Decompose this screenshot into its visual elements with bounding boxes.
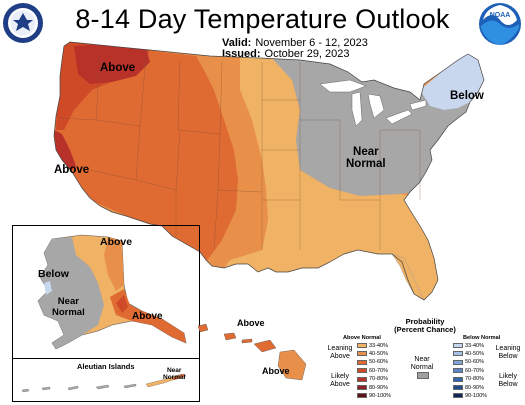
label-below-northeast: Below <box>450 90 484 102</box>
legend-above-swatch-5 <box>357 376 367 382</box>
legend-above-bin-label-7: 90-100% <box>369 392 392 399</box>
alaska-above-60-70 <box>116 295 128 313</box>
alaska-above-40-50 <box>104 237 124 291</box>
legend-above-header: Above Normal <box>343 335 381 341</box>
valid-dates: November 6 - 12, 2023 <box>255 37 368 49</box>
zone-above-40-50 <box>196 56 268 262</box>
label-above-northwest: Above <box>100 62 136 74</box>
label-aleutian-title: Aleutian Islands <box>77 362 135 371</box>
valid-label: Valid: <box>222 37 252 49</box>
legend-below-bin-label-6: 80-90% <box>465 384 484 391</box>
label-alaska-above-north: Above <box>100 236 133 248</box>
legend-likely-above: Likely Above <box>330 373 350 388</box>
zone-above-70-80-nw <box>74 44 150 84</box>
legend-above-swatch-6 <box>357 385 367 390</box>
legend-above-bin-label-1: 33-40% <box>369 342 388 349</box>
legend-below-bin-label-1: 33-40% <box>465 342 484 349</box>
zone-below-33-40 <box>420 54 484 110</box>
label-aleutian-near-normal: Near Normal <box>163 367 186 381</box>
legend-above-bin-label-6: 80-90% <box>369 384 388 391</box>
valid-line: Valid: November 6 - 12, 2023 <box>222 37 368 49</box>
label-above-california: Above <box>54 164 90 176</box>
zone-above-50-60 <box>54 42 238 262</box>
legend-near-swatch <box>417 372 429 379</box>
probability-legend: Probability (Percent Chance) Above Norma… <box>327 316 523 404</box>
legend-leaning-above: Leaning Above <box>327 345 353 360</box>
legend-below-header: Below Normal <box>463 335 501 341</box>
label-hawaii-above-2: Above <box>262 366 290 376</box>
page-title: 8-14 Day Temperature Outlook <box>75 4 450 34</box>
zone-above-70-80-ca <box>54 130 76 172</box>
label-near-normal: Near Normal <box>346 146 386 170</box>
aleutian-map <box>21 373 187 393</box>
conus-outline <box>53 41 485 301</box>
legend-below-swatch-1 <box>453 343 463 348</box>
legend-below-bin-label-4: 60-70% <box>465 367 484 374</box>
legend-above-swatch-3 <box>357 359 367 365</box>
legend-below-bin-label-5: 70-80% <box>465 376 484 383</box>
label-hawaii-above-1: Above <box>237 318 265 328</box>
alaska-near-normal <box>38 237 104 349</box>
legend-below-swatch-5 <box>453 376 463 382</box>
noaa-logo-icon: NOAA <box>479 3 521 45</box>
legend-above-swatch-4 <box>357 368 367 374</box>
legend-below-swatch-2 <box>453 351 463 357</box>
legend-below-bin-label-3: 50-60% <box>465 359 484 366</box>
legend-above-bin-label-2: 40-50% <box>369 350 388 357</box>
issued-date: October 29, 2023 <box>264 48 350 60</box>
legend-above-swatch-7 <box>357 393 367 399</box>
label-alaska-near-normal: Near Normal <box>52 296 85 318</box>
legend-below-swatch-3 <box>453 359 463 365</box>
legend-below-bin-label-7: 90-100% <box>465 392 488 399</box>
legend-above-bin-label-5: 70-80% <box>369 376 388 383</box>
alaska-above-50-60 <box>110 289 186 343</box>
legend-leaning-below: Leaning Below <box>495 345 521 360</box>
svg-text:NOAA: NOAA <box>490 12 511 19</box>
hawaii-map <box>197 323 307 381</box>
legend-below-swatch-6 <box>453 385 463 390</box>
legend-above-swatch-1 <box>357 343 367 348</box>
legend-above-bin-label-3: 50-60% <box>369 359 388 366</box>
legend-title-1: Probability <box>405 317 445 326</box>
aleutian-inset <box>12 358 200 402</box>
legend-title-2: (Percent Chance) <box>394 325 456 334</box>
commerce-seal-icon <box>3 3 43 43</box>
legend-above-bin-label-4: 60-70% <box>369 367 388 374</box>
legend-likely-below: Likely Below <box>498 373 518 388</box>
legend-below-swatch-7 <box>453 393 463 399</box>
legend-above-swatch-2 <box>357 351 367 357</box>
alaska-map <box>37 234 187 350</box>
legend-below-swatch-4 <box>453 368 463 374</box>
label-alaska-above-southeast: Above <box>132 311 163 322</box>
legend-near-normal: Near Normal <box>410 356 434 371</box>
state-boundaries <box>59 55 421 251</box>
legend-below-bin-label-2: 40-50% <box>465 350 484 357</box>
great-lakes <box>319 79 427 127</box>
label-alaska-below: Below <box>38 268 69 280</box>
alaska-below <box>44 281 52 295</box>
